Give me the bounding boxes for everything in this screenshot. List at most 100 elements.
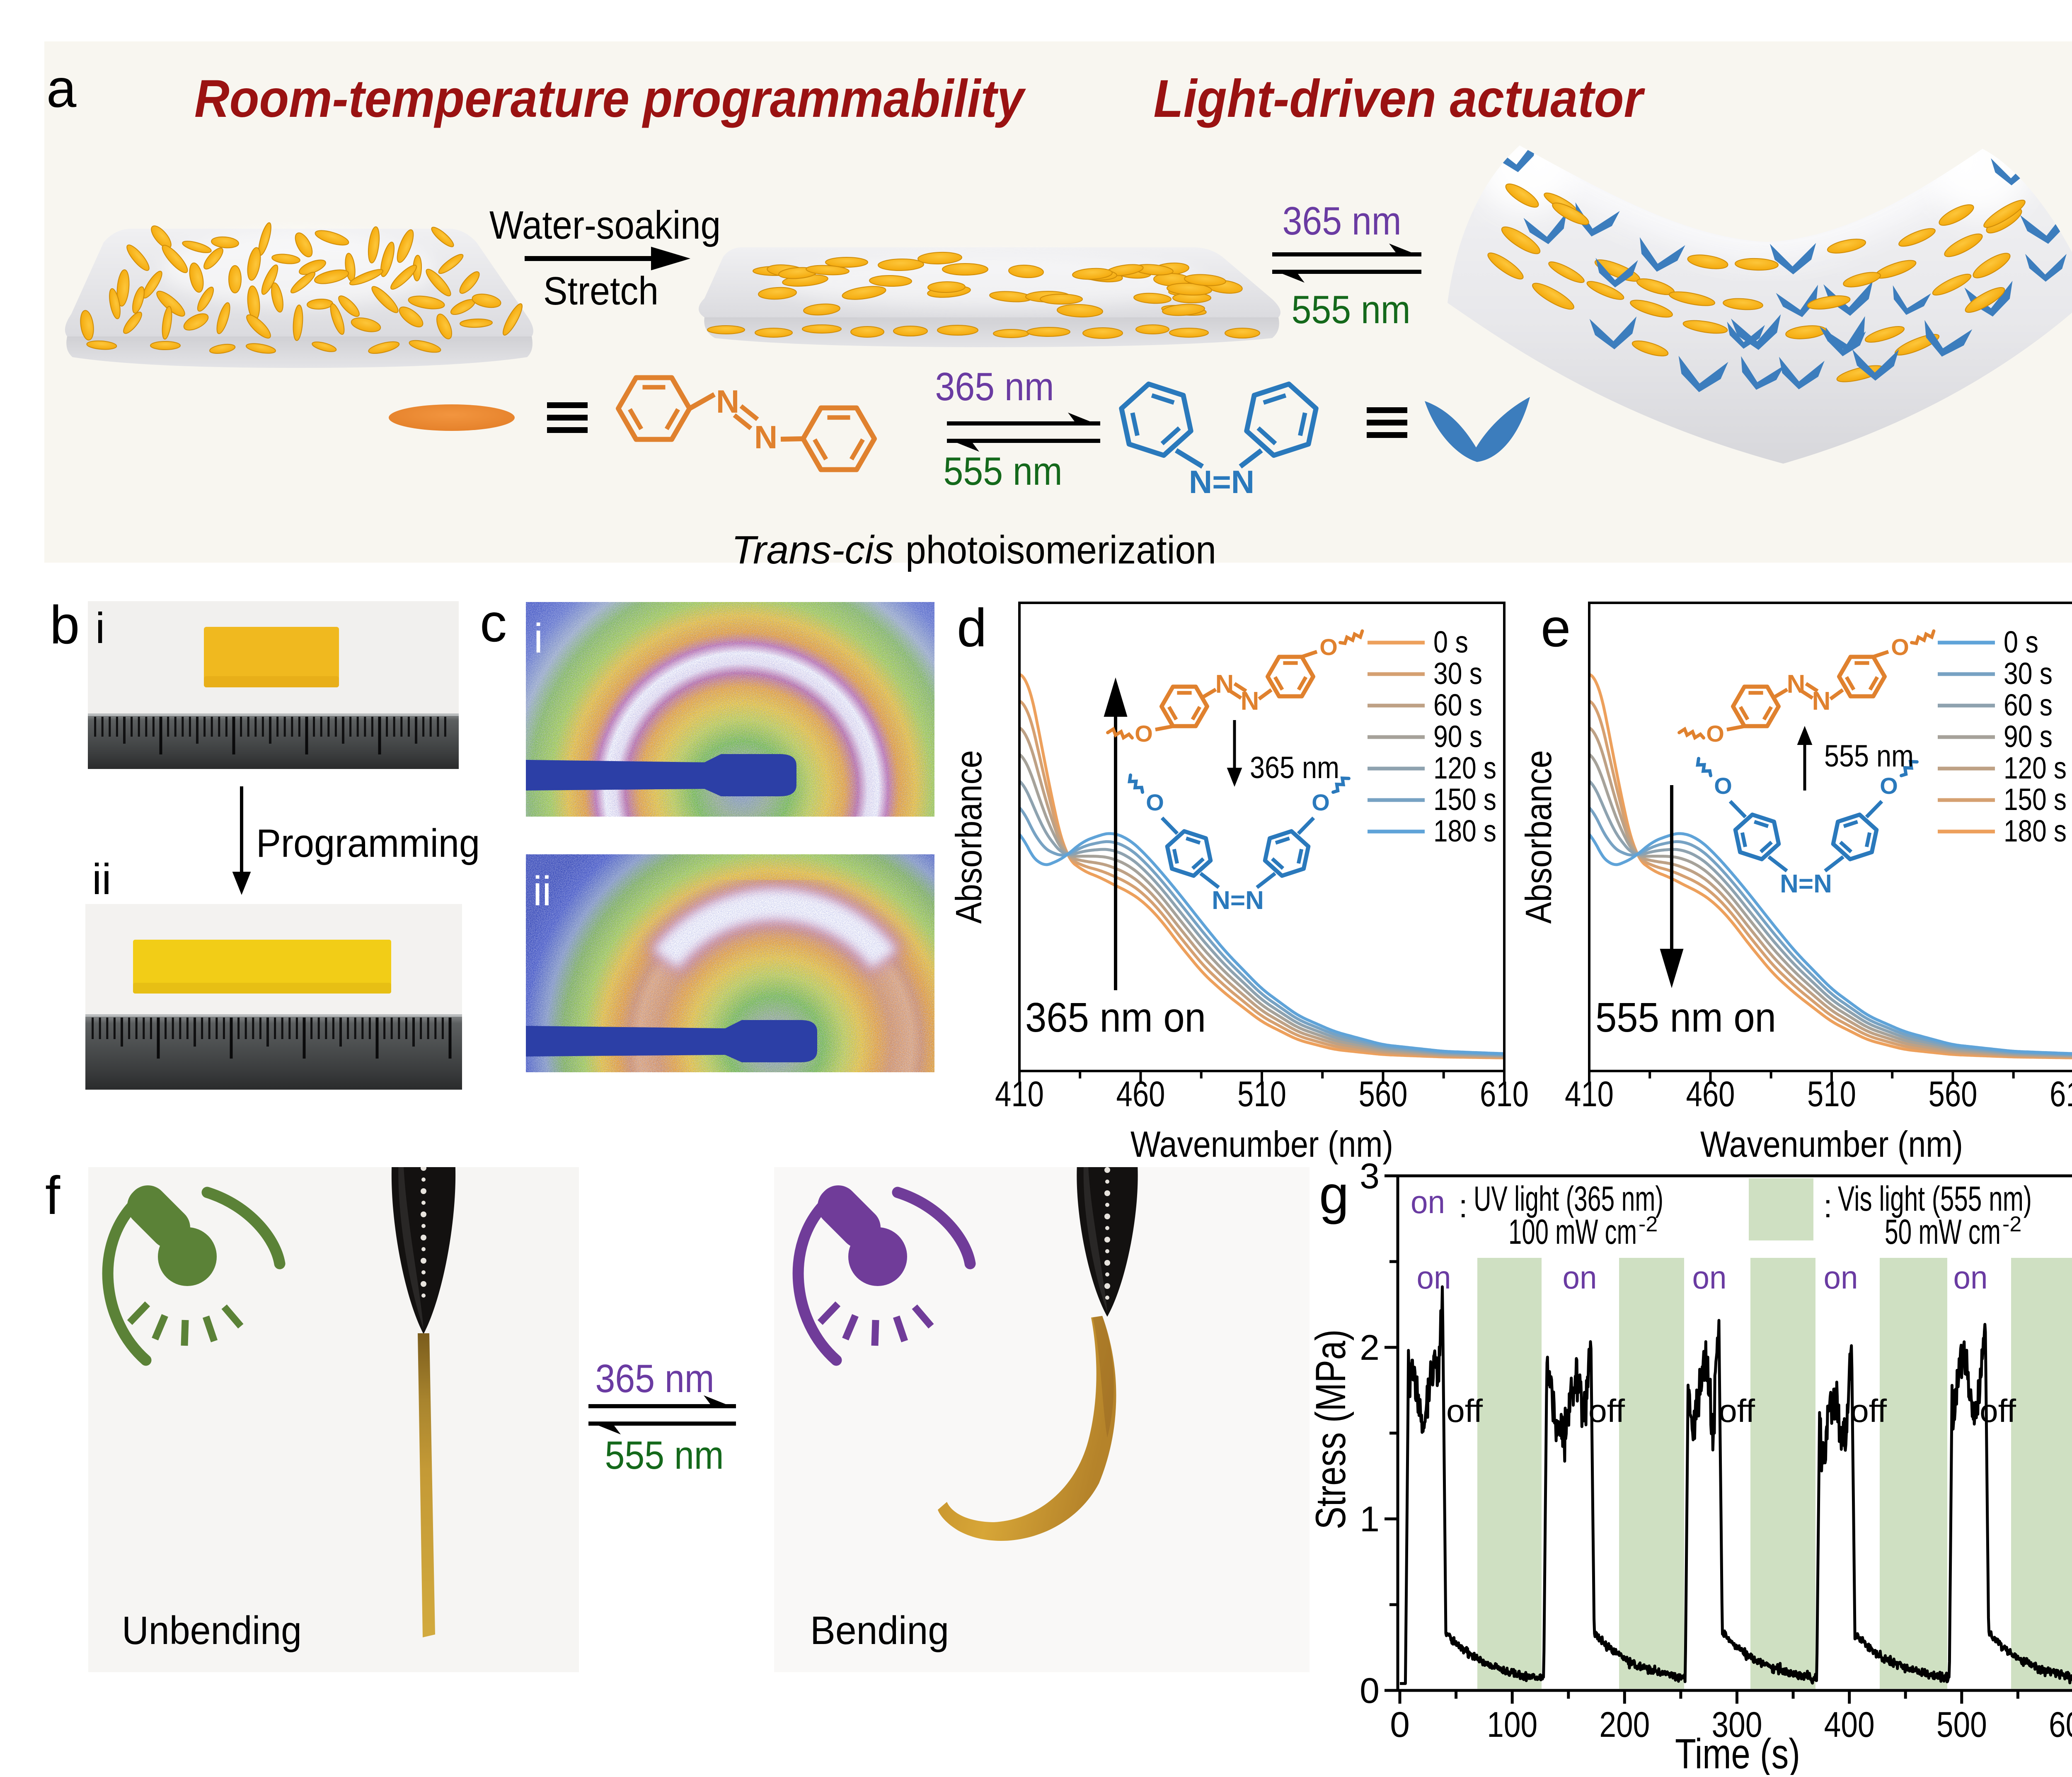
svg-text:on: on	[1563, 1259, 1597, 1296]
svg-text:ii: ii	[92, 855, 111, 904]
svg-text:Trans-cis: Trans-cis	[731, 528, 894, 572]
svg-text:Stress (MPa): Stress (MPa)	[1307, 1330, 1354, 1530]
svg-text:60 s: 60 s	[1433, 688, 1482, 722]
svg-text:150 s: 150 s	[1433, 782, 1496, 817]
svg-text:Light-driven actuator: Light-driven actuator	[1154, 69, 1646, 128]
svg-text:300: 300	[1712, 1705, 1762, 1745]
svg-text:f: f	[45, 1165, 61, 1226]
svg-text:120 s: 120 s	[1433, 751, 1496, 785]
svg-text:O: O	[1146, 789, 1164, 815]
svg-text:3: 3	[1360, 1156, 1380, 1196]
svg-text:2: 2	[1360, 1328, 1380, 1368]
svg-text:555 nm: 555 nm	[605, 1433, 724, 1477]
svg-text:Wavenumber (nm): Wavenumber (nm)	[1700, 1124, 1963, 1165]
svg-text:365 nm: 365 nm	[1283, 199, 1402, 243]
svg-text:555 nm: 555 nm	[944, 449, 1063, 493]
svg-text:N: N	[1241, 687, 1259, 716]
svg-text:N=N: N=N	[1212, 886, 1264, 915]
svg-text:N: N	[1787, 670, 1806, 699]
svg-text:Absorbance: Absorbance	[1518, 750, 1559, 924]
svg-text:g: g	[1319, 1164, 1349, 1225]
svg-text:365 nm: 365 nm	[935, 365, 1054, 409]
svg-text:Water-soaking: Water-soaking	[489, 203, 721, 247]
svg-text:Wavenumber (nm): Wavenumber (nm)	[1130, 1124, 1393, 1165]
svg-text:on: on	[1953, 1259, 1988, 1296]
svg-text:UV light (365 nm): UV light (365 nm)	[1474, 1179, 1663, 1218]
svg-text:c: c	[480, 592, 507, 653]
svg-text:on: on	[1411, 1184, 1445, 1220]
svg-text:on: on	[1692, 1259, 1727, 1296]
svg-text:Time (s): Time (s)	[1675, 1730, 1800, 1775]
svg-text:O: O	[1135, 720, 1153, 747]
svg-text:460: 460	[1116, 1074, 1165, 1114]
svg-text:N: N	[1812, 687, 1831, 716]
svg-text:0: 0	[1390, 1705, 1410, 1745]
svg-text:400: 400	[1824, 1705, 1875, 1745]
svg-text:O: O	[1312, 789, 1330, 815]
svg-text:410: 410	[995, 1074, 1044, 1114]
svg-text:O: O	[1319, 634, 1338, 660]
svg-text:Room-temperature programmabili: Room-temperature programmability	[194, 69, 1026, 128]
svg-text:O: O	[1706, 720, 1724, 747]
svg-text:off: off	[1446, 1393, 1483, 1429]
svg-text:50 mW cm: 50 mW cm	[1885, 1212, 2001, 1251]
svg-text:N: N	[1215, 670, 1234, 699]
svg-text:100 mW cm: 100 mW cm	[1508, 1212, 1637, 1251]
svg-text:365 nm on: 365 nm on	[1025, 994, 1206, 1041]
svg-text:610: 610	[2050, 1074, 2072, 1114]
svg-text:30 s: 30 s	[2004, 656, 2053, 691]
svg-text:Vis light (555 nm): Vis light (555 nm)	[1838, 1179, 2032, 1218]
svg-text:30 s: 30 s	[1433, 656, 1482, 691]
svg-text:i: i	[95, 604, 105, 653]
svg-text:600: 600	[2049, 1705, 2072, 1745]
svg-text:500: 500	[1936, 1705, 1987, 1745]
svg-text:photoisomerization: photoisomerization	[905, 528, 1216, 572]
svg-text:0 s: 0 s	[2004, 625, 2038, 659]
svg-text:-2: -2	[1639, 1212, 1658, 1236]
svg-text:510: 510	[1807, 1074, 1856, 1114]
svg-text:off: off	[1719, 1393, 1755, 1429]
svg-text:610: 610	[1480, 1074, 1529, 1114]
svg-text:0: 0	[1360, 1671, 1380, 1711]
svg-text:O: O	[1714, 773, 1732, 799]
svg-text:on: on	[1417, 1259, 1451, 1296]
svg-text:O: O	[1880, 773, 1898, 799]
svg-text:a: a	[46, 58, 77, 118]
svg-text:365 nm: 365 nm	[1250, 750, 1339, 785]
svg-text:560: 560	[1929, 1074, 1978, 1114]
svg-text:460: 460	[1686, 1074, 1735, 1114]
svg-text:100: 100	[1487, 1705, 1537, 1745]
svg-text:e: e	[1541, 597, 1571, 658]
svg-text:b: b	[50, 595, 80, 655]
svg-text:555 nm: 555 nm	[1292, 288, 1411, 332]
svg-text:N: N	[754, 419, 777, 455]
svg-text:120 s: 120 s	[2004, 751, 2067, 785]
svg-text:ii: ii	[533, 868, 551, 914]
svg-text:180 s: 180 s	[1433, 814, 1496, 848]
svg-text:555 nm on: 555 nm on	[1595, 994, 1776, 1041]
svg-text:i: i	[534, 615, 543, 662]
svg-text:560: 560	[1359, 1074, 1408, 1114]
svg-text:Stretch: Stretch	[543, 269, 658, 313]
svg-text:Bending: Bending	[810, 1608, 949, 1653]
svg-text:on: on	[1824, 1259, 1858, 1296]
svg-text:365 nm: 365 nm	[595, 1356, 714, 1401]
svg-text:Unbending: Unbending	[122, 1608, 302, 1653]
svg-text:-2: -2	[2002, 1212, 2021, 1236]
svg-text:1: 1	[1360, 1499, 1380, 1539]
svg-text:O: O	[1891, 634, 1909, 660]
svg-text:90 s: 90 s	[2004, 719, 2053, 754]
svg-text:d: d	[957, 597, 987, 658]
svg-text::: :	[1459, 1188, 1468, 1224]
svg-text:180 s: 180 s	[2004, 814, 2067, 848]
svg-text:Absorbance: Absorbance	[948, 750, 989, 924]
svg-text:N: N	[716, 383, 739, 420]
svg-text:N=N: N=N	[1189, 464, 1254, 500]
svg-text:200: 200	[1599, 1705, 1650, 1745]
svg-text:150 s: 150 s	[2004, 782, 2067, 817]
svg-text:0 s: 0 s	[1433, 625, 1468, 659]
svg-text:off: off	[1588, 1393, 1625, 1429]
svg-text:Programming: Programming	[256, 821, 480, 866]
svg-text:510: 510	[1237, 1074, 1286, 1114]
svg-text:410: 410	[1565, 1074, 1614, 1114]
